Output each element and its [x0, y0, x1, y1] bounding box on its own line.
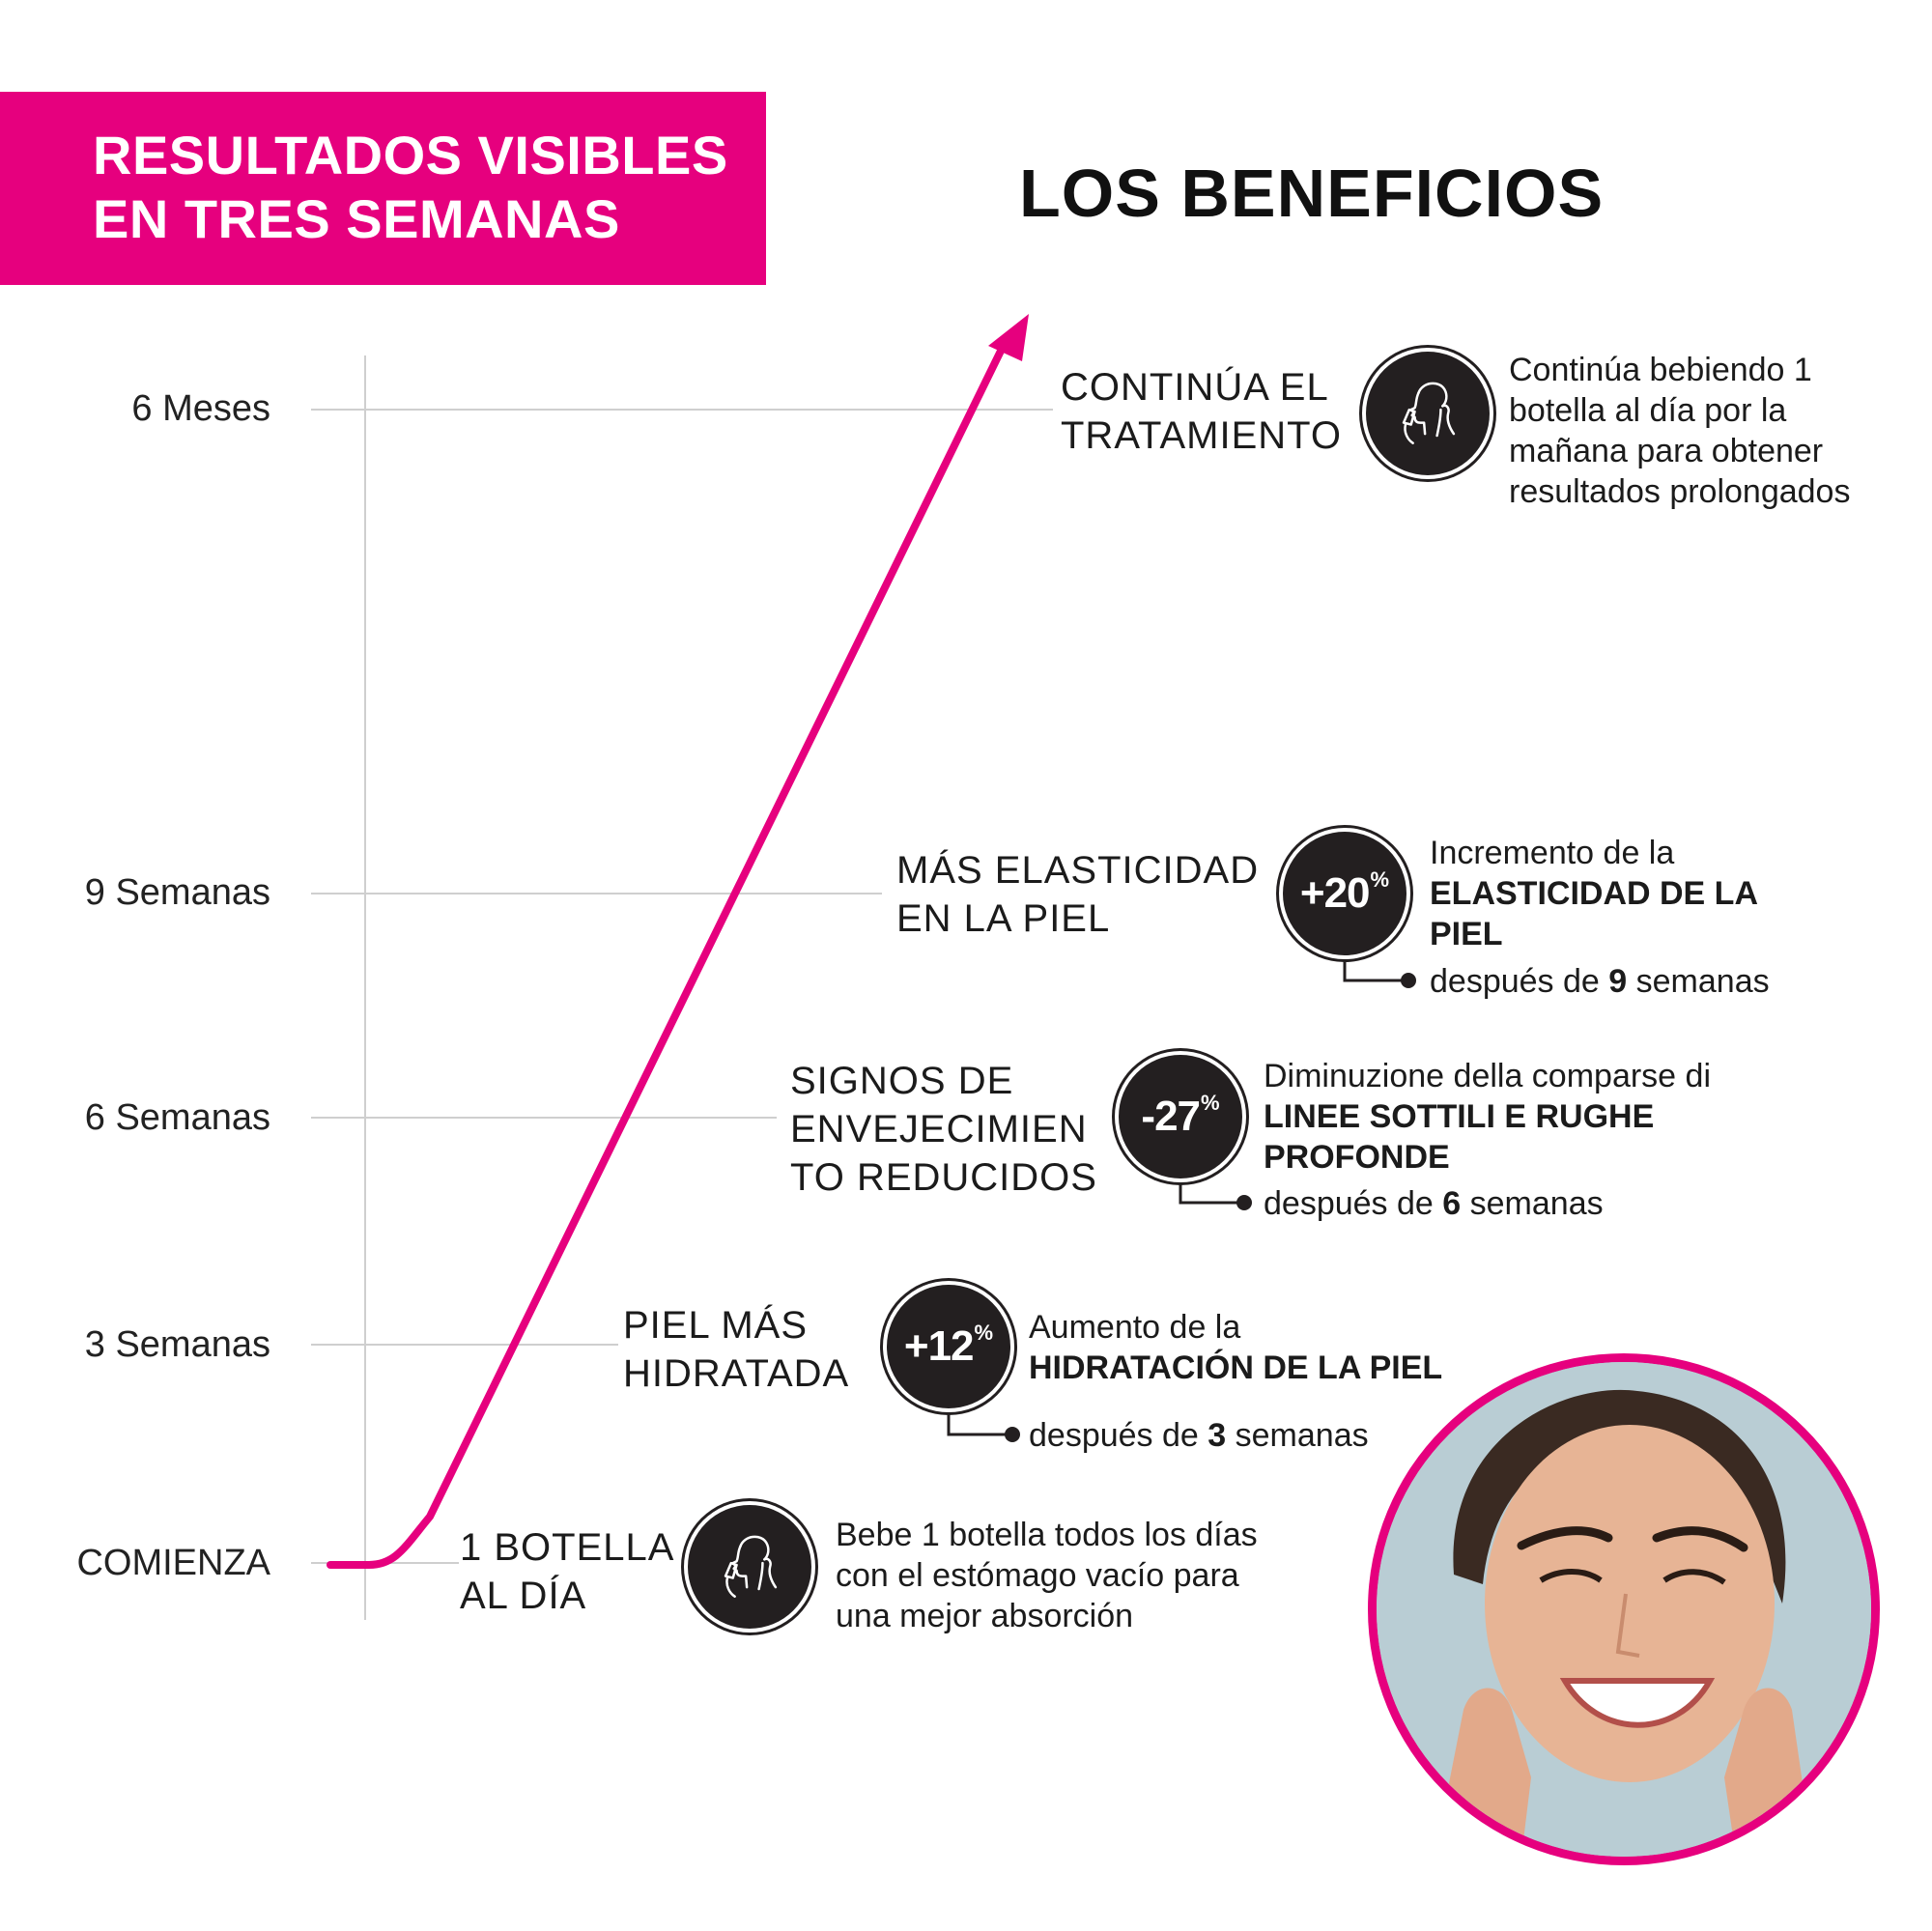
- stat-badge-6-semanas: -27%: [1119, 1055, 1242, 1178]
- stage-title-start: 1 BOTELLA AL DÍA: [460, 1526, 675, 1617]
- growth-arrow: [327, 339, 1009, 1569]
- duration-note-6-semanas: después de 6 semanas: [1264, 1185, 1604, 1223]
- duration-prefix: después de: [1029, 1417, 1199, 1454]
- duration-prefix: después de: [1264, 1185, 1434, 1222]
- description-highlight: HIDRATACIÓN DE LA PIEL: [1029, 1349, 1443, 1386]
- stage-description-3-semanas: Aumento de la HIDRATACIÓN DE LA PIEL: [1029, 1307, 1531, 1388]
- stage-description-9-semanas: Incremento de la ELASTICIDAD DE LA PIEL: [1430, 833, 1835, 954]
- duration-prefix: después de: [1430, 963, 1600, 1000]
- connector-dot-9-semanas: [1401, 973, 1416, 988]
- connector-dot-3-semanas: [1005, 1427, 1020, 1442]
- badge-unit: %: [1201, 1091, 1220, 1115]
- stage-description-6-semanas: Diminuzione della comparse di LINEE SOTT…: [1264, 1056, 1785, 1178]
- duration-note-3-semanas: después de 3 semanas: [1029, 1417, 1369, 1455]
- stage-title-6-semanas: SIGNOS DE ENVEJECIMIEN TO REDUCIDOS: [790, 1060, 1097, 1199]
- description-highlight: LINEE SOTTILI E RUGHE PROFONDE: [1264, 1098, 1655, 1176]
- woman-portrait-photo: [1377, 1362, 1871, 1857]
- description-prefix: Incremento de la: [1430, 835, 1675, 871]
- stage-description-start: Bebe 1 botella todos los días con el est…: [836, 1517, 1258, 1634]
- badge-value: +20: [1299, 869, 1371, 917]
- duration-number: 9: [1608, 963, 1628, 1000]
- duration-suffix: semanas: [1235, 1417, 1369, 1454]
- axis-label-6-meses: 6 Meses: [131, 388, 270, 429]
- axis-label-3-semanas: 3 Semanas: [84, 1324, 270, 1365]
- growth-arrow-head: [988, 314, 1029, 361]
- badge-value: +12: [903, 1322, 975, 1370]
- duration-suffix: semanas: [1469, 1185, 1604, 1222]
- duration-note-9-semanas: después de 9 semanas: [1430, 963, 1770, 1001]
- badge-unit: %: [974, 1320, 994, 1345]
- stat-badge-3-semanas: +12%: [887, 1285, 1010, 1408]
- description-prefix: Diminuzione della comparse di: [1264, 1058, 1712, 1094]
- axis-label-comienza: COMIENZA: [76, 1543, 270, 1583]
- stage-title-6-meses: CONTINÚA EL TRATAMIENTO: [1061, 366, 1342, 457]
- duration-number: 3: [1208, 1417, 1227, 1454]
- badge-value: -27: [1141, 1093, 1201, 1140]
- title-banner: [0, 92, 766, 285]
- axis-label-6-semanas: 6 Semanas: [84, 1097, 270, 1138]
- connector-dot-6-semanas: [1236, 1195, 1252, 1210]
- section-title: LOS BENEFICIOS: [1019, 156, 1605, 231]
- woman-drinking-icon: [688, 1505, 811, 1629]
- description-highlight: ELASTICIDAD DE LA PIEL: [1430, 875, 1757, 952]
- description-prefix: Aumento de la: [1029, 1309, 1241, 1346]
- duration-suffix: semanas: [1635, 963, 1770, 1000]
- duration-number: 6: [1442, 1185, 1462, 1222]
- stage-title-3-semanas: PIEL MÁS HIDRATADA: [623, 1304, 850, 1395]
- woman-drinking-icon: [1366, 352, 1490, 475]
- stage-description-6-meses: Continúa bebiendo 1 botella al día por l…: [1509, 352, 1851, 510]
- badge-unit: %: [1370, 867, 1390, 892]
- stage-title-9-semanas: MÁS ELASTICIDAD EN LA PIEL: [896, 849, 1260, 940]
- portrait-illustration: [1377, 1362, 1871, 1857]
- stat-badge-9-semanas: +20%: [1283, 832, 1406, 955]
- axis-label-9-semanas: 9 Semanas: [84, 872, 270, 913]
- banner-title: RESULTADOS VISIBLES EN TRES SEMANAS: [93, 125, 728, 249]
